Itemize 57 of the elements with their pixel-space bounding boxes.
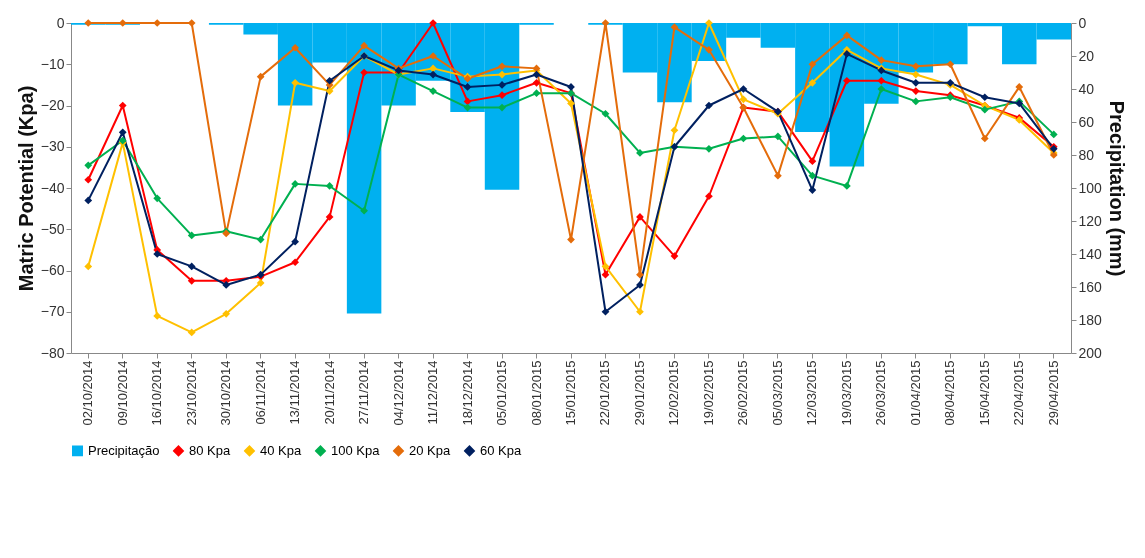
y2-tick-label: 40 (1078, 80, 1095, 97)
x-tick-label: 30/10/2014 (218, 360, 234, 426)
y2-tick-label: 20 (1078, 47, 1095, 64)
x-tick-label: 05/03/2015 (769, 360, 785, 426)
legend-label: 60 Kpa (480, 442, 522, 458)
y-tick-label: −10 (40, 55, 65, 72)
x-tick-label: 23/10/2014 (183, 360, 199, 426)
x-tick-label: 12/02/2015 (666, 360, 682, 426)
y-tick-label: −30 (40, 138, 65, 155)
y-tick-label: −70 (40, 303, 65, 320)
x-tick-label: 26/02/2015 (735, 360, 751, 426)
y2-tick-label: 120 (1078, 212, 1103, 229)
x-tick-label: 29/01/2015 (631, 360, 647, 426)
x-tick-label: 09/10/2014 (114, 360, 130, 426)
y2-axis-title: Precipitation (mm) (1105, 100, 1128, 277)
x-tick-label: 19/03/2015 (838, 360, 854, 426)
y-tick-label: −40 (40, 179, 65, 196)
x-tick-label: 15/04/2015 (976, 360, 992, 426)
y-axis-title: Matric Potential (Kpa) (14, 85, 37, 292)
y-tick-label: −20 (40, 97, 65, 113)
legend-label: Precipitação (88, 442, 160, 458)
x-tick-label: 16/10/2014 (149, 360, 165, 426)
x-tick-label: 22/01/2015 (597, 360, 613, 426)
y-tick-label: −60 (40, 262, 65, 278)
legend-label: 100 Kpa (331, 442, 381, 458)
x-tick-label: 05/01/2015 (494, 360, 510, 426)
x-tick-label: 26/03/2015 (873, 360, 889, 426)
legend-label: 40 Kpa (260, 442, 302, 458)
y-tick-label: −50 (40, 220, 65, 237)
y2-tick-label: 140 (1078, 245, 1103, 262)
y2-tick-label: 80 (1078, 146, 1095, 163)
y2-tick-label: 100 (1078, 179, 1103, 196)
x-tick-label: 27/11/2014 (356, 360, 372, 425)
legend-label: 80 Kpa (189, 442, 231, 458)
y-tick-label: 0 (56, 14, 65, 31)
x-tick-label: 06/11/2014 (252, 360, 268, 425)
x-tick-label: 08/04/2015 (942, 360, 958, 426)
x-tick-label: 19/02/2015 (700, 360, 716, 426)
legend-label: 20 Kpa (409, 442, 451, 458)
y2-tick-label: 60 (1078, 113, 1095, 130)
x-tick-label: 01/04/2015 (907, 360, 923, 426)
y2-tick-label: 160 (1078, 278, 1103, 295)
x-tick-label: 08/01/2015 (528, 360, 544, 426)
x-tick-label: 29/04/2015 (1045, 360, 1061, 426)
y2-tick-label: 200 (1078, 344, 1103, 361)
x-tick-label: 02/10/2014 (80, 360, 96, 426)
x-tick-label: 04/12/2014 (390, 360, 406, 426)
x-tick-label: 22/04/2015 (1011, 360, 1027, 426)
y-tick-label: −80 (40, 344, 65, 361)
x-tick-label: 15/01/2015 (563, 360, 578, 426)
x-tick-label: 20/11/2014 (321, 360, 337, 425)
x-tick-label: 18/12/2014 (459, 360, 475, 426)
y2-tick-label: 0 (1078, 14, 1087, 31)
x-tick-label: 13/11/2014 (287, 360, 303, 425)
y2-tick-label: 180 (1078, 311, 1103, 328)
x-tick-label: 12/03/2015 (804, 360, 820, 426)
x-tick-label: 11/12/2014 (425, 360, 441, 425)
